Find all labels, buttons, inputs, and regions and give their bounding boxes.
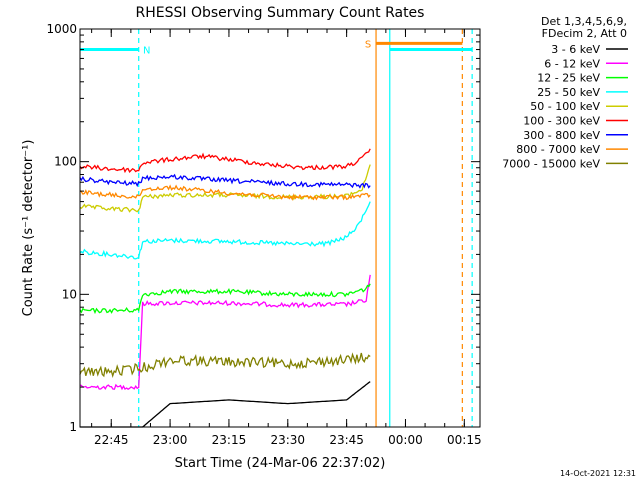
x-tick-label: 00:00: [388, 433, 423, 447]
series-line-8: [79, 184, 371, 201]
legend-header-line: Det 1,3,4,5,6,9,: [541, 15, 627, 28]
interval-annotations: NS: [80, 39, 473, 57]
annotation-label: S: [365, 39, 371, 50]
series-line-6: [79, 148, 371, 174]
y-tick-label: 1000: [46, 22, 77, 36]
x-tick-label: 22:45: [94, 433, 129, 447]
y-tick-label: 10: [62, 287, 77, 301]
legend-label: 300 - 800 keV: [523, 129, 600, 142]
x-tick-label: 23:00: [153, 433, 188, 447]
plot-frame: [79, 28, 481, 428]
chart-title: RHESSI Observing Summary Count Rates: [136, 5, 425, 21]
legend-label: 7000 - 15000 keV: [502, 157, 600, 170]
series-line-9: [79, 352, 371, 379]
series-lines: [79, 148, 371, 428]
legend-label: 50 - 100 keV: [530, 100, 600, 113]
legend-label: 800 - 7000 keV: [516, 143, 600, 156]
y-tick-label: 1: [69, 420, 77, 434]
legend-label: 25 - 50 keV: [537, 86, 600, 99]
timestamp: 14-Oct-2021 12:31: [560, 469, 636, 478]
legend-label: 12 - 25 keV: [537, 72, 600, 85]
y-tick-label: 100: [54, 155, 77, 169]
legend-header-line: FDecim 2, Att 0: [542, 27, 627, 40]
series-line-5: [79, 164, 371, 213]
annotation-label: N: [143, 46, 150, 57]
series-line-1: [79, 381, 371, 428]
x-axis-label: Start Time (24-Mar-06 22:37:02): [175, 456, 386, 471]
series-line-4: [79, 201, 371, 260]
legend-label: 3 - 6 keV: [551, 43, 600, 56]
legend: Det 1,3,4,5,6,9,FDecim 2, Att 0 3 - 6 keV…: [502, 15, 628, 170]
series-line-7: [79, 173, 371, 189]
x-tick-label: 23:45: [329, 433, 364, 447]
legend-label: 100 - 300 keV: [523, 115, 600, 128]
axes: 1 10 100 1000 22:45 23:00 23:15 23:30 23:45 00:00…: [46, 22, 481, 447]
time-markers: [138, 29, 473, 427]
legend-label: 6 - 12 keV: [544, 57, 600, 70]
series-line-3: [79, 283, 371, 315]
series-line-2: [79, 274, 371, 391]
x-tick-label: 23:15: [212, 433, 247, 447]
x-tick-label: 00:15: [447, 433, 482, 447]
x-tick-label: 23:30: [270, 433, 305, 447]
y-axis-label: Count Rate (s⁻¹ detector⁻¹): [21, 140, 36, 317]
